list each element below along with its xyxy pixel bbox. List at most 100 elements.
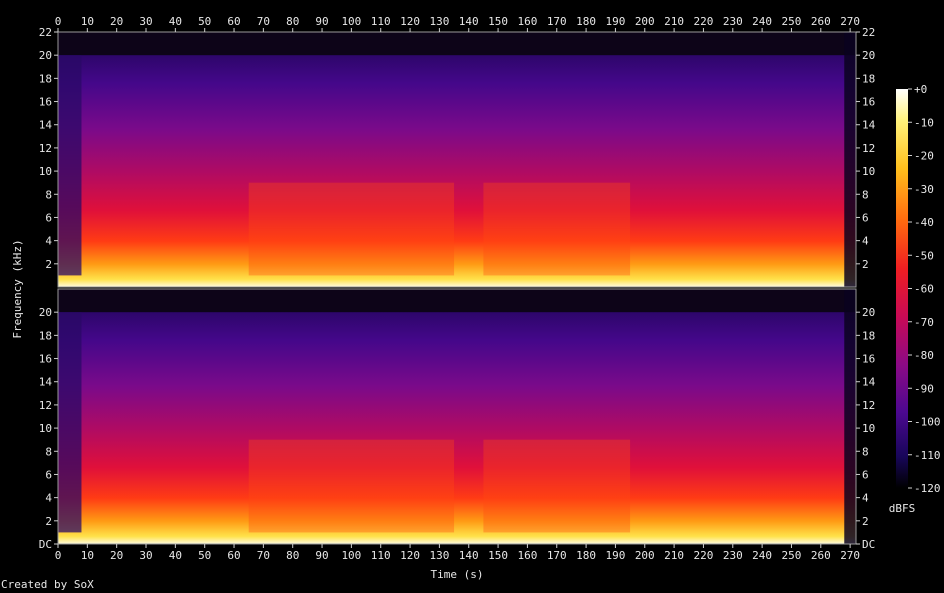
colorbar-tick-label: -30 — [914, 183, 934, 196]
intro-region — [58, 312, 82, 533]
y-tick-label-left: 8 — [45, 188, 52, 201]
x-tick-label-bottom: 90 — [315, 549, 328, 562]
y-tick-label-right: 12 — [862, 142, 875, 155]
colorbar-label: dBFS — [889, 502, 916, 515]
loud-section-2 — [483, 439, 631, 533]
colorbar-tick-label: -10 — [914, 116, 934, 129]
colorbar-tick-label: -120 — [914, 482, 941, 495]
x-tick-label-bottom: 190 — [605, 549, 625, 562]
x-tick-label-top: 240 — [752, 15, 772, 28]
y-tick-label-left: 8 — [45, 445, 52, 458]
x-tick-label-top: 120 — [400, 15, 420, 28]
y-tick-label-right: 18 — [862, 329, 875, 342]
colorbar-tick-label: -80 — [914, 349, 934, 362]
x-tick-label-top: 180 — [576, 15, 596, 28]
y-tick-label-left: 20 — [39, 306, 52, 319]
x-tick-label-top: 100 — [341, 15, 361, 28]
colorbar-tick-label: -40 — [914, 216, 934, 229]
y-tick-label-right: 6 — [862, 468, 869, 481]
x-tick-label-top: 210 — [664, 15, 684, 28]
colorbar-tick-label: -90 — [914, 382, 934, 395]
x-tick-label-bottom: 200 — [635, 549, 655, 562]
x-tick-label-top: 50 — [198, 15, 211, 28]
x-tick-label-top: 230 — [723, 15, 743, 28]
y-tick-label-right: 14 — [862, 376, 876, 389]
y-tick-label-right: 6 — [862, 211, 869, 224]
y-tick-label-left: 6 — [45, 211, 52, 224]
colorbar-tick-label: +0 — [914, 83, 927, 96]
x-tick-label-bottom: 130 — [429, 549, 449, 562]
y-tick-label-right: 4 — [862, 235, 869, 248]
panel-frame — [57, 31, 857, 288]
y-tick-label-left: 14 — [39, 119, 53, 132]
loud-section-1 — [248, 439, 455, 533]
x-tick-label-bottom: 40 — [169, 549, 182, 562]
x-tick-label-bottom: 170 — [547, 549, 567, 562]
credit-text: Created by SoX — [1, 578, 94, 591]
y-axis-label: Frequency (kHz) — [11, 239, 24, 338]
x-tick-label-top: 130 — [429, 15, 449, 28]
y-tick-label-left: 16 — [39, 353, 52, 366]
x-tick-label-bottom: 0 — [55, 549, 62, 562]
y-tick-label-right: 22 — [862, 26, 875, 39]
colorbar-tick-label: -110 — [914, 449, 941, 462]
x-tick-label-top: 40 — [169, 15, 182, 28]
x-tick-label-bottom: 150 — [488, 549, 508, 562]
y-tick-label-right: 10 — [862, 165, 875, 178]
colorbar-tick-label: -20 — [914, 150, 934, 163]
x-tick-label-top: 190 — [605, 15, 625, 28]
x-tick-label-bottom: 70 — [257, 549, 270, 562]
y-tick-label-left: 20 — [39, 49, 52, 62]
colorbar-ticks: +0 -10 -20 -30 -40 -50 -60 -70 -80 -90 -100 -110 -12… — [908, 83, 941, 495]
x-tick-label-bottom: 260 — [811, 549, 831, 562]
x-tick-label-top: 20 — [110, 15, 123, 28]
x-tick-label-bottom: 250 — [782, 549, 802, 562]
x-tick-label-top: 30 — [139, 15, 152, 28]
x-tick-label-top: 60 — [227, 15, 240, 28]
x-tick-label-top: 110 — [371, 15, 391, 28]
x-tick-label-bottom: 80 — [286, 549, 299, 562]
colorbar-tick-label: -50 — [914, 249, 934, 262]
spectrogram-image — [58, 289, 856, 544]
y-tick-label-left: 10 — [39, 422, 52, 435]
x-tick-label-bottom: 60 — [227, 549, 240, 562]
x-tick-label-bottom: 270 — [840, 549, 860, 562]
x-tick-label-bottom: 50 — [198, 549, 211, 562]
colorbar-tick-label: -60 — [914, 283, 934, 296]
x-tick-label-bottom: 180 — [576, 549, 596, 562]
x-tick-label-bottom: 30 — [139, 549, 152, 562]
x-tick-label-top: 260 — [811, 15, 831, 28]
y-tick-label-left: 18 — [39, 329, 52, 342]
y-tick-label-left: 12 — [39, 142, 52, 155]
x-tick-label-bottom: 230 — [723, 549, 743, 562]
x-tick-label-bottom: 160 — [517, 549, 537, 562]
y-tick-label-right: 2 — [862, 515, 869, 528]
fade-out-region — [844, 32, 856, 287]
y-tick-label-left: 2 — [45, 258, 52, 271]
y-tick-label-right: DC — [862, 538, 875, 551]
x-tick-label-top: 10 — [81, 15, 94, 28]
spectrogram-panels — [57, 31, 857, 545]
x-tick-label-top: 0 — [55, 15, 62, 28]
channel-panel-top — [57, 31, 857, 288]
x-tick-label-bottom: 10 — [81, 549, 94, 562]
x-tick-label-top: 170 — [547, 15, 567, 28]
y-tick-label-right: 8 — [862, 445, 869, 458]
y-tick-label-left: 2 — [45, 515, 52, 528]
spectrogram-image — [58, 32, 856, 287]
x-tick-label-top: 70 — [257, 15, 270, 28]
x-tick-label-bottom: 210 — [664, 549, 684, 562]
x-tick-label-bottom: 240 — [752, 549, 772, 562]
x-tick-label-bottom: 110 — [371, 549, 391, 562]
y-tick-label-left: 10 — [39, 165, 52, 178]
x-tick-label-top: 270 — [840, 15, 860, 28]
y-tick-label-left: 16 — [39, 96, 52, 109]
y-tick-label-left: 4 — [45, 492, 52, 505]
y-tick-label-left: 18 — [39, 72, 52, 85]
x-axis-label: Time (s) — [431, 568, 484, 581]
colorbar-gradient — [896, 89, 908, 488]
fade-out-region — [844, 289, 856, 544]
x-tick-label-top: 90 — [315, 15, 328, 28]
y-tick-label-left: 22 — [39, 26, 52, 39]
